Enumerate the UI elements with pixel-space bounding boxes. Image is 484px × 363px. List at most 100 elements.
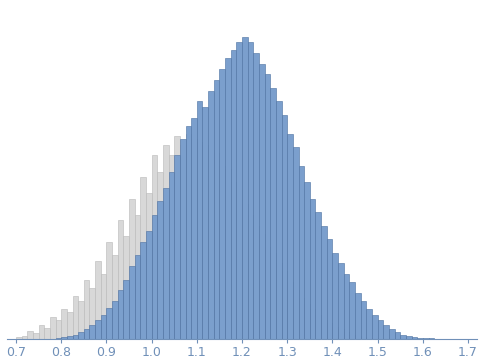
Bar xyxy=(344,333,349,339)
Bar xyxy=(316,212,321,339)
Bar xyxy=(355,293,361,339)
Bar xyxy=(174,136,180,339)
Bar xyxy=(135,255,140,339)
Bar xyxy=(389,329,394,339)
Bar xyxy=(248,215,253,339)
Bar xyxy=(61,337,67,339)
Bar xyxy=(33,334,39,339)
Bar xyxy=(22,336,27,339)
Bar xyxy=(95,320,101,339)
Bar xyxy=(394,333,400,339)
Bar xyxy=(185,134,191,339)
Bar xyxy=(338,329,344,339)
Bar xyxy=(366,309,372,339)
Bar xyxy=(56,320,61,339)
Bar xyxy=(236,42,242,339)
Bar xyxy=(174,155,180,339)
Bar xyxy=(78,333,84,339)
Bar xyxy=(101,274,106,339)
Bar xyxy=(265,247,270,339)
Bar xyxy=(168,172,174,339)
Bar xyxy=(231,50,236,339)
Bar xyxy=(242,204,248,339)
Bar xyxy=(383,325,389,339)
Bar xyxy=(191,118,197,339)
Bar xyxy=(428,338,434,339)
Bar xyxy=(140,242,146,339)
Bar xyxy=(276,263,282,339)
Bar xyxy=(282,272,287,339)
Bar xyxy=(27,331,33,339)
Bar xyxy=(61,309,67,339)
Bar xyxy=(327,239,333,339)
Bar xyxy=(84,329,90,339)
Bar xyxy=(361,301,366,339)
Bar xyxy=(84,280,90,339)
Bar xyxy=(417,338,423,339)
Bar xyxy=(321,225,327,339)
Bar xyxy=(231,182,236,339)
Bar xyxy=(157,201,163,339)
Bar xyxy=(163,188,168,339)
Bar xyxy=(299,298,304,339)
Bar xyxy=(146,231,151,339)
Bar xyxy=(146,193,151,339)
Bar xyxy=(208,90,214,339)
Bar xyxy=(191,139,197,339)
Bar xyxy=(406,336,411,339)
Bar xyxy=(129,199,135,339)
Bar xyxy=(202,107,208,339)
Bar xyxy=(270,88,276,339)
Bar xyxy=(106,307,112,339)
Bar xyxy=(338,263,344,339)
Bar xyxy=(219,166,225,339)
Bar xyxy=(157,172,163,339)
Bar xyxy=(118,290,123,339)
Bar xyxy=(67,312,73,339)
Bar xyxy=(310,309,316,339)
Bar xyxy=(355,336,361,339)
Bar xyxy=(73,296,78,339)
Bar xyxy=(50,317,56,339)
Bar xyxy=(327,323,333,339)
Bar xyxy=(67,336,73,339)
Bar xyxy=(259,234,265,339)
Bar xyxy=(423,338,428,339)
Bar xyxy=(90,325,95,339)
Bar xyxy=(185,126,191,339)
Bar xyxy=(304,304,310,339)
Bar xyxy=(287,282,293,339)
Bar xyxy=(366,338,372,339)
Bar xyxy=(135,215,140,339)
Bar xyxy=(400,335,406,339)
Bar xyxy=(293,290,299,339)
Bar xyxy=(349,282,355,339)
Bar xyxy=(299,166,304,339)
Bar xyxy=(123,236,129,339)
Bar xyxy=(95,261,101,339)
Bar xyxy=(316,315,321,339)
Bar xyxy=(333,253,338,339)
Bar xyxy=(112,255,118,339)
Bar xyxy=(282,115,287,339)
Bar xyxy=(168,155,174,339)
Bar xyxy=(333,327,338,339)
Bar xyxy=(106,242,112,339)
Bar xyxy=(90,287,95,339)
Bar xyxy=(197,101,202,339)
Bar xyxy=(180,144,185,339)
Bar xyxy=(129,266,135,339)
Bar xyxy=(236,191,242,339)
Bar xyxy=(304,182,310,339)
Bar xyxy=(202,144,208,339)
Bar xyxy=(378,320,383,339)
Bar xyxy=(44,328,50,339)
Bar xyxy=(265,74,270,339)
Bar xyxy=(225,58,231,339)
Bar xyxy=(270,253,276,339)
Bar xyxy=(39,325,44,339)
Bar xyxy=(344,274,349,339)
Bar xyxy=(253,225,259,339)
Bar xyxy=(248,42,253,339)
Bar xyxy=(112,301,118,339)
